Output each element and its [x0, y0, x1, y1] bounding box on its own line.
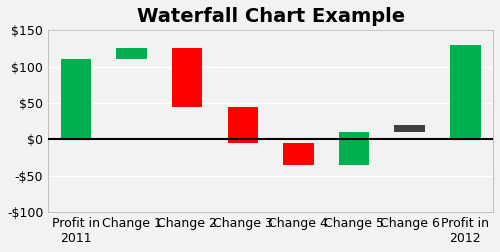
Bar: [394, 125, 425, 132]
Bar: [60, 59, 92, 139]
Bar: [283, 143, 314, 165]
Bar: [338, 132, 370, 165]
Bar: [116, 48, 147, 59]
Bar: [172, 48, 203, 107]
Bar: [228, 107, 258, 143]
Bar: [450, 45, 480, 139]
Title: Waterfall Chart Example: Waterfall Chart Example: [136, 7, 404, 26]
